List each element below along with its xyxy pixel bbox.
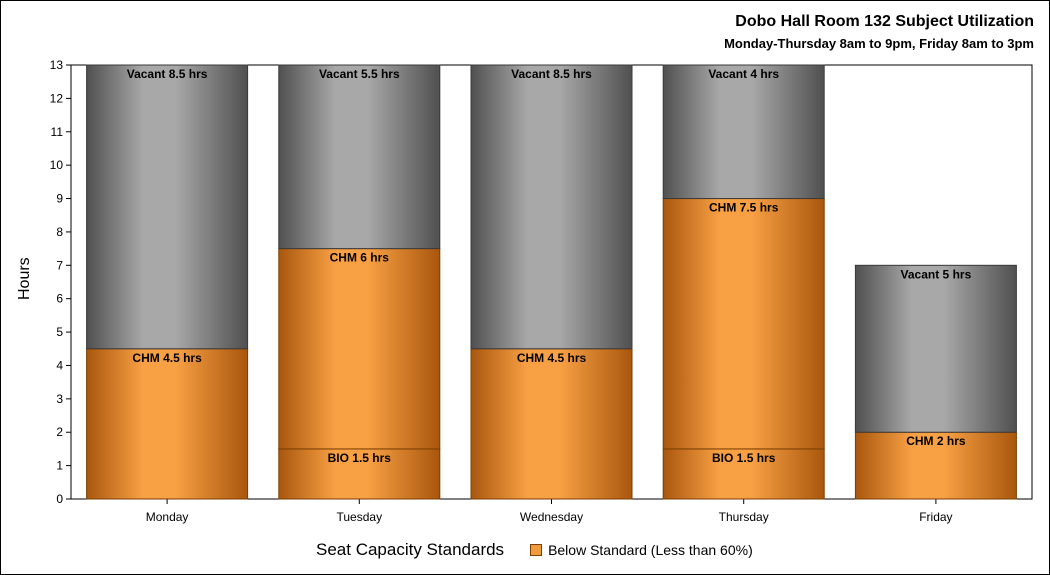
data-label: Vacant 8.5 hrs xyxy=(511,67,592,81)
y-tick-label: 7 xyxy=(56,258,63,272)
y-tick-label: 8 xyxy=(56,225,63,239)
legend: Seat Capacity Standards Below Standard (… xyxy=(316,540,753,560)
y-tick-label: 2 xyxy=(56,425,63,439)
chart-title: Dobo Hall Room 132 Subject Utilization xyxy=(735,13,1034,30)
y-tick-label: 3 xyxy=(56,392,63,406)
y-tick-label: 1 xyxy=(56,459,63,473)
y-tick-label: 11 xyxy=(51,125,64,139)
bar-segment-below-standard xyxy=(662,448,825,500)
bar-segment-vacant xyxy=(86,64,249,350)
legend-swatch-below-standard xyxy=(530,544,543,556)
y-tick-label: 9 xyxy=(56,192,63,206)
bar-segment-below-standard xyxy=(662,198,825,450)
y-tick-label: 5 xyxy=(56,325,63,339)
y-tick-label: 13 xyxy=(50,58,64,72)
y-tick-label: 12 xyxy=(50,91,64,105)
x-tick-label: Monday xyxy=(146,510,189,524)
data-label: CHM 2 hrs xyxy=(906,434,966,448)
y-tick-label: 4 xyxy=(56,358,63,372)
y-tick-label: 0 xyxy=(56,492,63,506)
data-label: Vacant 4 hrs xyxy=(708,67,779,81)
data-label: CHM 6 hrs xyxy=(330,251,390,265)
data-label: BIO 1.5 hrs xyxy=(328,451,392,465)
data-label: CHM 7.5 hrs xyxy=(709,201,779,215)
bar-segment-below-standard xyxy=(854,431,1017,500)
bar-segment-below-standard xyxy=(278,448,441,500)
bar-segment-vacant xyxy=(278,64,441,250)
y-tick-label: 10 xyxy=(50,158,64,172)
bar-segment-vacant xyxy=(470,64,633,350)
x-tick-label: Tuesday xyxy=(337,510,383,524)
data-label: Vacant 5.5 hrs xyxy=(319,67,400,81)
chart-subtitle: Monday-Thursday 8am to 9pm, Friday 8am t… xyxy=(724,36,1034,51)
y-tick-label: 6 xyxy=(56,292,63,306)
x-tick-label: Wednesday xyxy=(520,510,583,524)
bar-segment-vacant xyxy=(854,264,1017,433)
data-label: Vacant 5 hrs xyxy=(901,267,972,281)
bar-segment-vacant xyxy=(662,64,825,200)
legend-title: Seat Capacity Standards xyxy=(316,540,505,559)
bar-segment-below-standard xyxy=(470,348,633,500)
data-label: Vacant 8.5 hrs xyxy=(127,67,208,81)
data-label: BIO 1.5 hrs xyxy=(712,451,776,465)
legend-item-below-standard: Below Standard (Less than 60%) xyxy=(548,542,753,558)
data-label: CHM 4.5 hrs xyxy=(517,351,587,365)
x-tick-label: Thursday xyxy=(719,510,769,524)
data-label: CHM 4.5 hrs xyxy=(132,351,202,365)
bar-segment-below-standard xyxy=(278,248,441,450)
x-tick-label: Friday xyxy=(919,510,952,524)
bar-segment-below-standard xyxy=(86,348,249,500)
